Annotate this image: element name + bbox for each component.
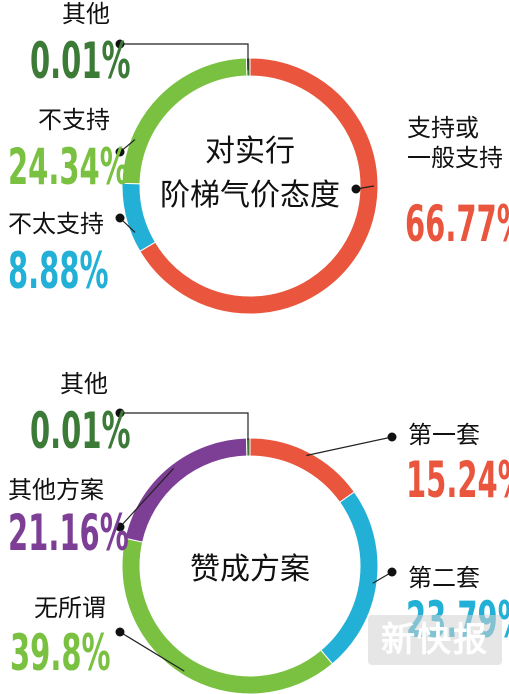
leader-line bbox=[119, 467, 175, 528]
leader-dot bbox=[115, 408, 125, 418]
slice-label-group: 不太支持 8.88% bbox=[8, 210, 136, 301]
slice-label-group: 不支持 24.34% bbox=[8, 106, 136, 197]
slice-2-4 bbox=[124, 437, 248, 543]
leader-dot bbox=[115, 147, 125, 157]
chart-title-line: 赞成方案 bbox=[190, 552, 310, 587]
leader-dot bbox=[387, 567, 397, 577]
leader-line bbox=[120, 43, 249, 70]
leader-dot bbox=[115, 39, 125, 49]
slice-label-group: 其他 0.01% bbox=[30, 370, 249, 461]
slice-value: 0.01% bbox=[30, 402, 131, 461]
slice-2-1 bbox=[249, 437, 356, 504]
slice-label: 不支持 bbox=[38, 106, 110, 134]
leader-line bbox=[119, 631, 185, 672]
leader-line bbox=[306, 436, 393, 457]
slice-value: 15.24% bbox=[406, 451, 509, 510]
watermark-logo: 新快报 bbox=[368, 615, 502, 665]
slice-label: 一般支持 bbox=[407, 144, 503, 172]
leader-dot bbox=[387, 432, 397, 442]
slice-value: 66.77% bbox=[405, 195, 509, 254]
slice-label: 其他方案 bbox=[8, 476, 104, 504]
leader-line bbox=[120, 412, 249, 440]
slice-label-group: 其他 0.01% bbox=[30, 0, 249, 91]
slice-value: 24.34% bbox=[8, 138, 129, 197]
slice-label: 不太支持 bbox=[8, 210, 104, 238]
chart-title-line: 阶梯气价态度 bbox=[160, 178, 340, 213]
slice-value: 21.16% bbox=[8, 504, 129, 563]
chart-title-line: 对实行 bbox=[205, 134, 295, 169]
slice-value: 8.88% bbox=[8, 242, 109, 301]
slice-label: 其他 bbox=[60, 370, 108, 398]
slice-label: 其他 bbox=[62, 0, 110, 28]
slice-value: 0.01% bbox=[30, 32, 131, 91]
leader-dot bbox=[115, 213, 125, 223]
leader-dot bbox=[115, 522, 125, 532]
slice-value: 39.8% bbox=[10, 624, 111, 683]
donut-chart-2: 赞成方案第一套15.24%第二套23.79%无所谓39.8%其他方案21.16%… bbox=[8, 370, 509, 694]
slice-1-1 bbox=[139, 57, 379, 315]
leader-dot bbox=[351, 184, 361, 194]
chart-title: 赞成方案 bbox=[190, 552, 310, 587]
slice-label: 支持或 bbox=[407, 114, 479, 142]
slice-label: 第一套 bbox=[408, 421, 480, 449]
slice-label: 第二套 bbox=[408, 564, 480, 592]
leader-dot bbox=[115, 627, 125, 637]
slice-label: 无所谓 bbox=[34, 594, 106, 622]
slice-2-5 bbox=[245, 437, 251, 457]
